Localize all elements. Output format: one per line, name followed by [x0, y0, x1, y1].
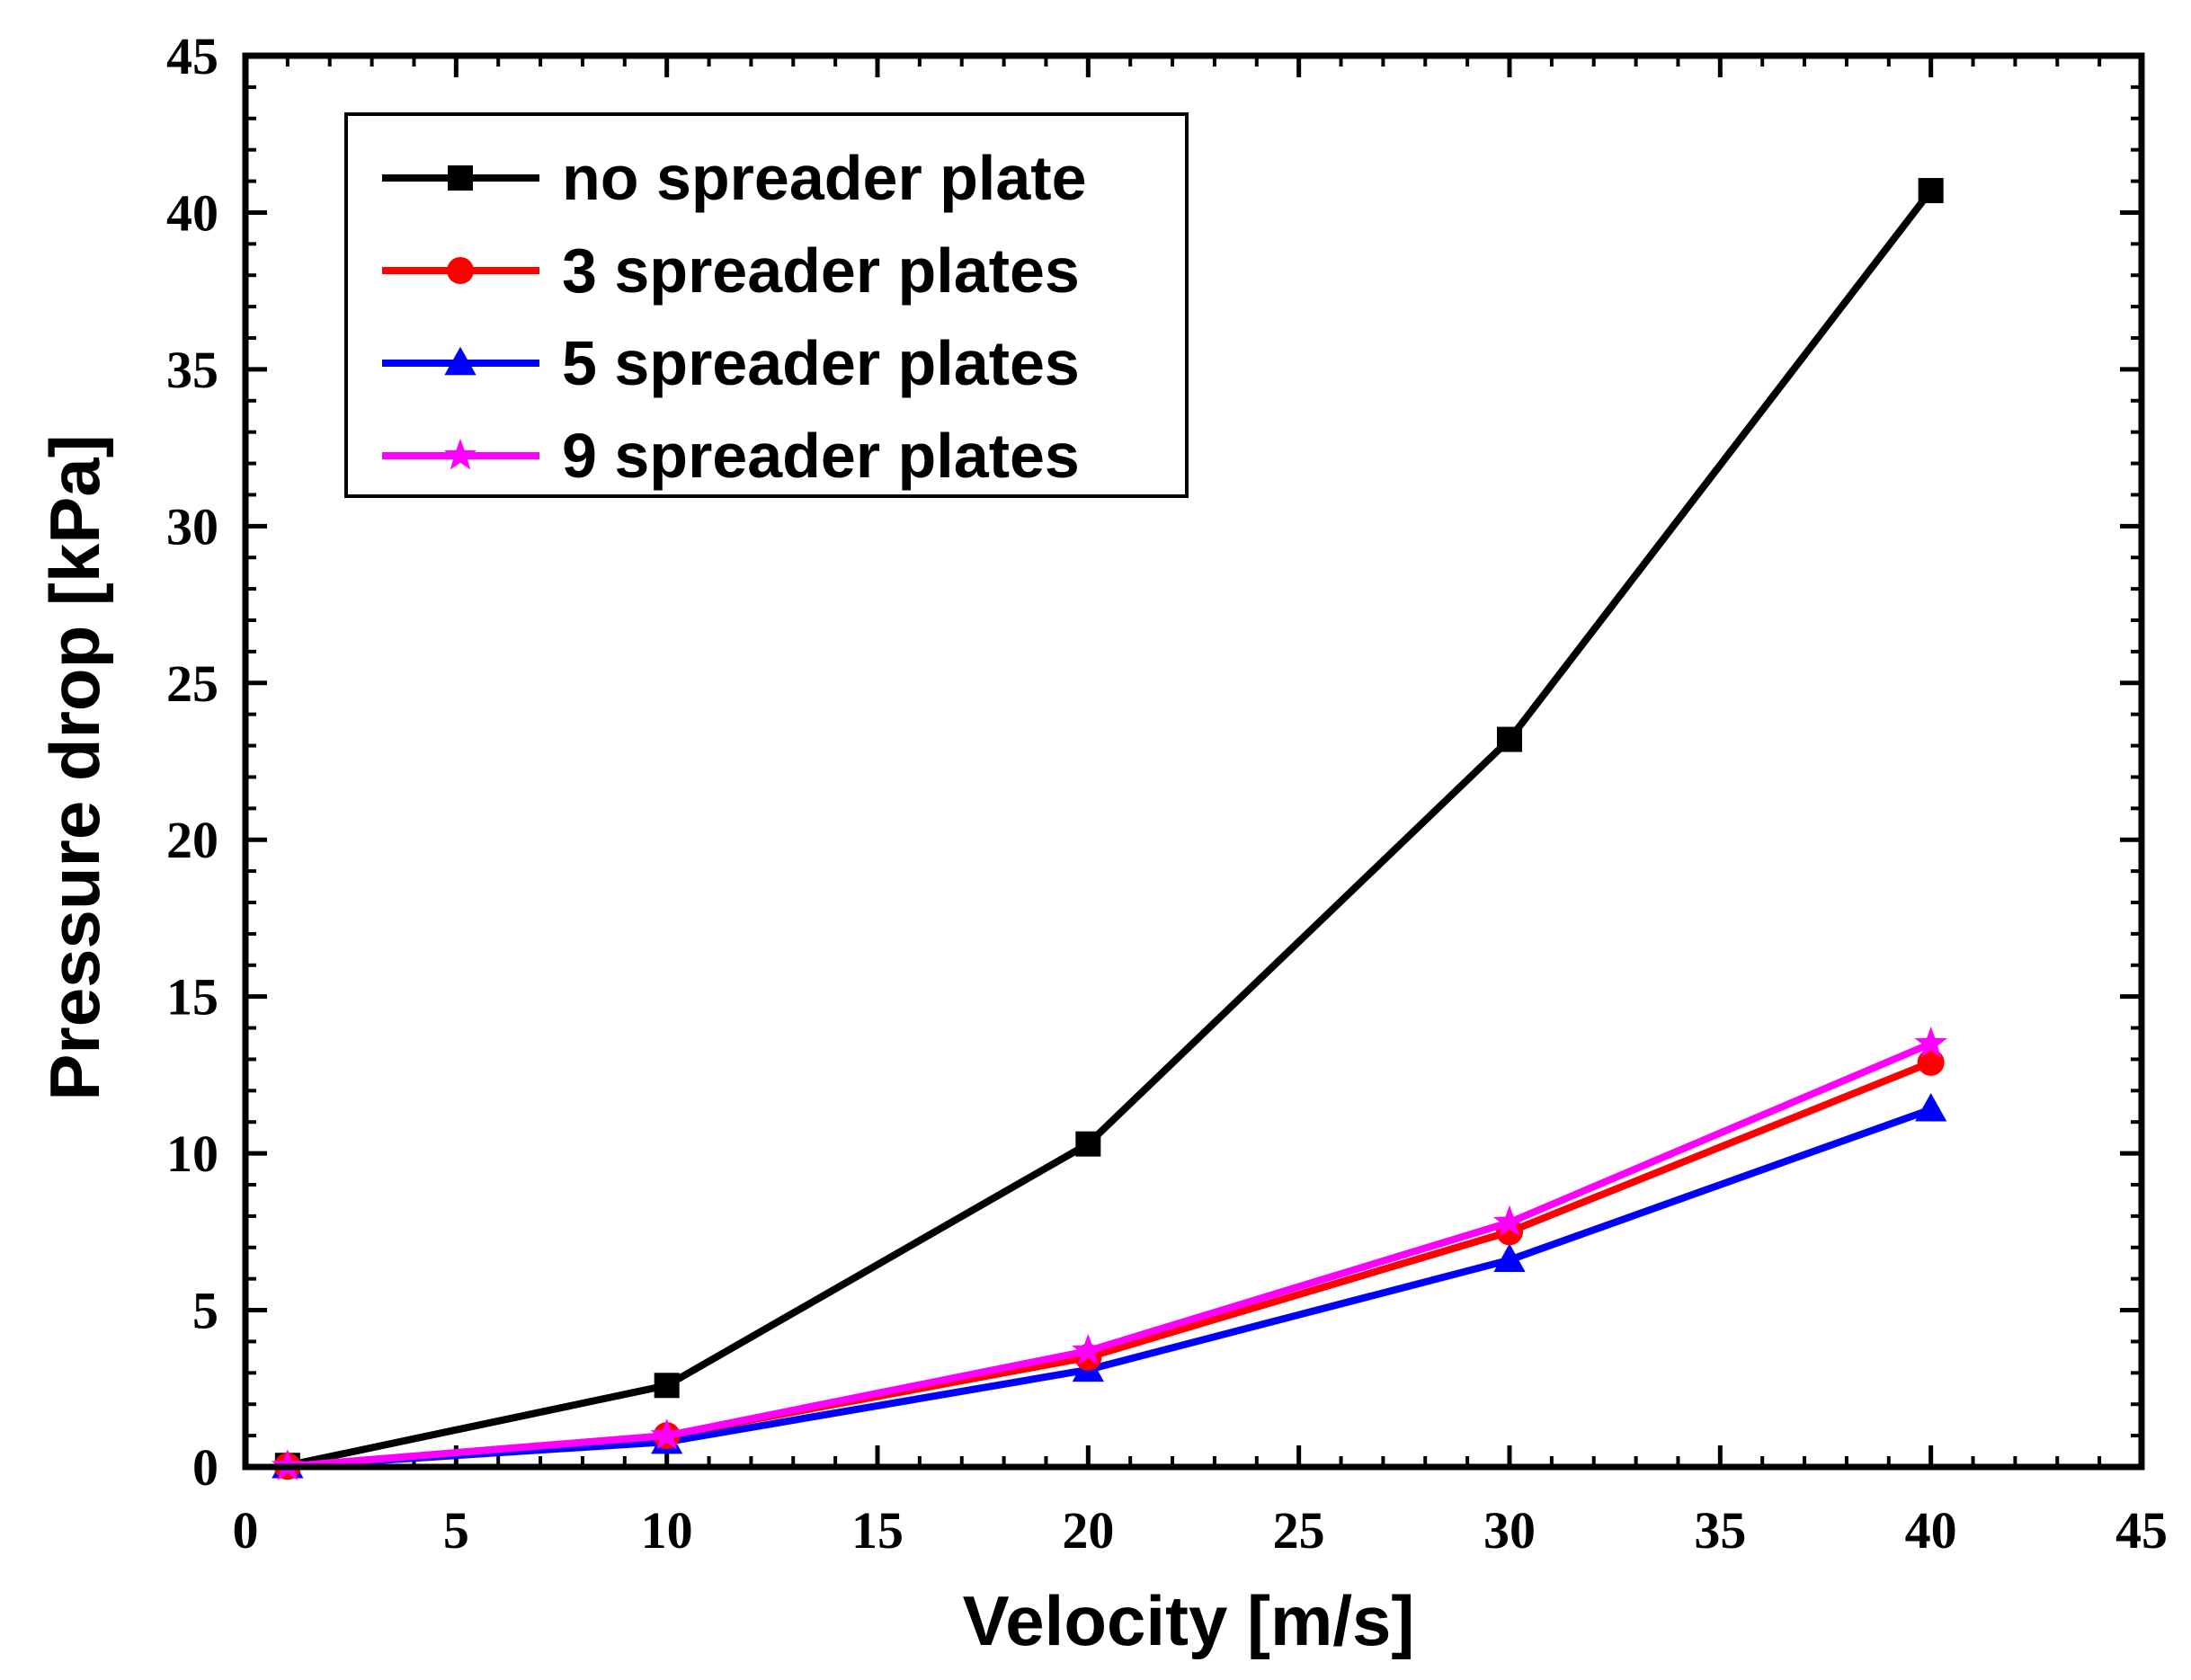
x-axis-title: Velocity [m/s] [963, 1581, 1415, 1660]
legend-marker [444, 346, 476, 376]
data-point [1497, 726, 1522, 752]
y-tick-label: 45 [166, 27, 218, 85]
data-point [1075, 1131, 1101, 1157]
plot-frame [242, 52, 2145, 1471]
series-star [271, 1027, 1947, 1480]
y-tick-labels: 0 5 10 15 20 25 30 35 40 45 [166, 27, 218, 1497]
data-point [1915, 1093, 1947, 1122]
data-point [1918, 178, 1944, 204]
y-tick-label: 10 [166, 1124, 218, 1183]
x-tick-label: 40 [1905, 1501, 1957, 1560]
legend-marker [448, 165, 473, 191]
y-tick-label: 5 [192, 1282, 218, 1340]
x-tick-label: 10 [641, 1501, 693, 1560]
x-tick-label: 45 [2115, 1501, 2168, 1560]
data-point [654, 1373, 680, 1399]
y-tick-label: 20 [166, 811, 218, 869]
y-tick-label: 35 [166, 341, 218, 399]
data-point [1493, 1243, 1526, 1272]
legend-marker [447, 257, 474, 284]
data-point [1914, 1027, 1947, 1058]
y-tick-label: 0 [192, 1438, 218, 1497]
x-tick-label: 0 [233, 1501, 259, 1560]
y-tick-label: 15 [166, 968, 218, 1027]
legend-label: 3 spreader plates [562, 236, 1080, 306]
legend-marker [443, 439, 477, 470]
data-point [1492, 1204, 1527, 1237]
series-line [287, 1040, 1933, 1471]
legend-label: no spreader plate [562, 143, 1087, 213]
y-axis-title: Pressure drop [kPa] [35, 434, 114, 1100]
series-triangle [272, 1093, 1947, 1479]
x-tick-label: 15 [851, 1501, 904, 1560]
data-point [650, 1418, 683, 1450]
data-point [1072, 1333, 1105, 1365]
legend: no spreader plate 3 spreader plates 5 spre… [344, 112, 1189, 498]
data-point [1917, 1048, 1945, 1076]
y-tick-label: 30 [166, 497, 218, 556]
x-tick-label: 35 [1694, 1501, 1746, 1560]
x-tick-label: 25 [1273, 1501, 1325, 1560]
x-tick-label: 30 [1483, 1501, 1536, 1560]
x-tick-label: 5 [443, 1501, 469, 1560]
legend-label: 9 spreader plates [562, 421, 1080, 491]
y-tick-label: 25 [166, 654, 218, 713]
x-tick-labels: 0 5 10 15 20 25 30 35 40 45 [233, 1501, 2169, 1560]
x-tick-label: 20 [1062, 1501, 1114, 1560]
y-tick-label: 40 [166, 183, 218, 242]
series-layer [271, 178, 1947, 1480]
legend-label: 5 spreader plates [562, 328, 1080, 398]
